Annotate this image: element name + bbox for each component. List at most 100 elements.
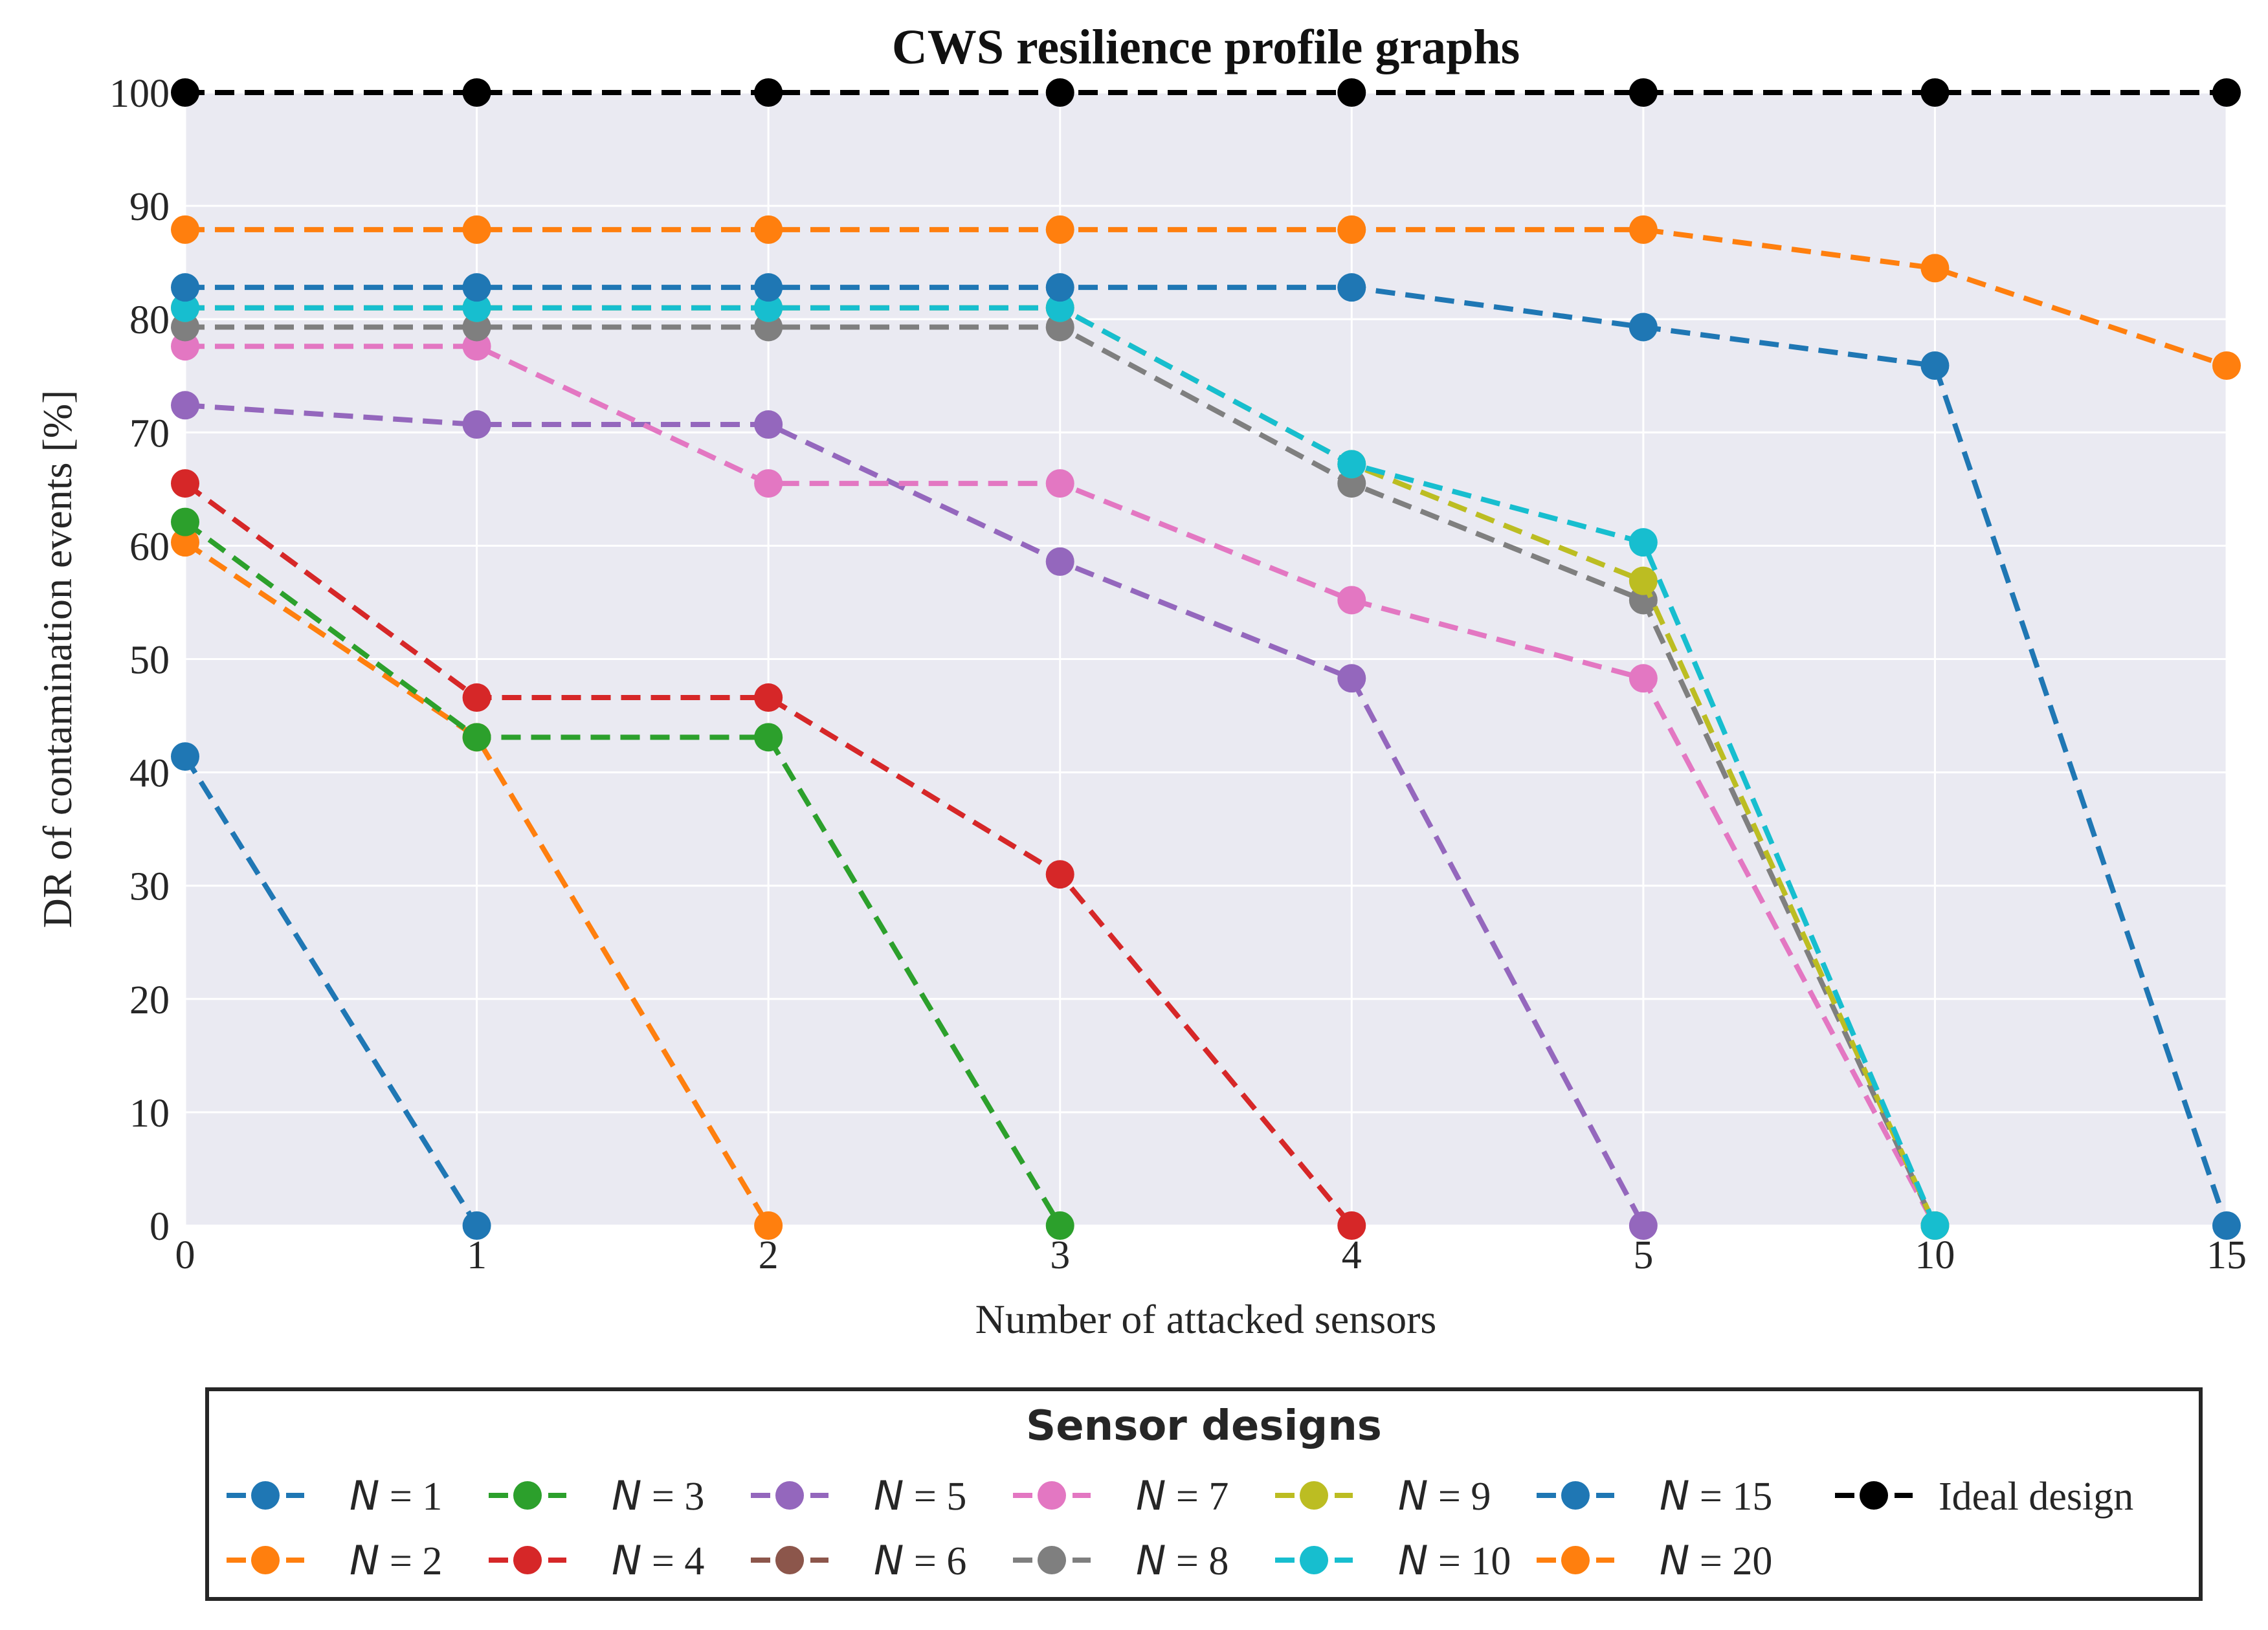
legend-label: Ideal design — [1939, 1475, 2133, 1519]
data-point — [462, 293, 491, 322]
legend-swatch-marker — [1300, 1481, 1328, 1510]
data-point — [1629, 528, 1658, 557]
data-point — [462, 1211, 491, 1240]
legend-item: N = 10 — [1275, 1537, 1511, 1584]
data-point — [1629, 664, 1658, 693]
data-point — [754, 683, 783, 712]
data-point — [171, 742, 199, 771]
legend-label: N = 1 — [350, 1472, 442, 1519]
data-point — [1337, 1211, 1366, 1240]
data-point — [754, 215, 783, 244]
legend-item: N = 6 — [751, 1537, 966, 1584]
data-point — [462, 273, 491, 302]
legend-label-eq: = 7 — [1166, 1475, 1228, 1519]
data-point — [1045, 78, 1074, 107]
legend-label-eq: = 4 — [641, 1539, 704, 1583]
data-point — [462, 410, 491, 439]
data-point — [1337, 215, 1366, 244]
legend-item: N = 20 — [1537, 1537, 1772, 1584]
legend-label: N = 6 — [874, 1537, 966, 1584]
data-point — [1629, 1211, 1658, 1240]
series-ideal-design — [171, 78, 2241, 107]
legend-title: Sensor designs — [1026, 1402, 1382, 1450]
legend-swatch-marker — [775, 1481, 804, 1510]
series-line — [183, 540, 771, 1228]
legend-label: N = 5 — [874, 1472, 966, 1519]
data-point — [1045, 293, 1074, 322]
legend-swatch-marker — [1038, 1481, 1066, 1510]
x-axis-label: Number of attacked sensors — [975, 1296, 1437, 1342]
series-n-15 — [171, 273, 2241, 1240]
data-point — [462, 215, 491, 244]
y-tick-label: 100 — [109, 72, 170, 116]
data-point — [1920, 78, 1950, 107]
series-line — [183, 754, 479, 1228]
data-point — [1629, 313, 1658, 342]
data-point — [171, 78, 199, 107]
series-n-20 — [171, 215, 2241, 380]
legend-label-var: N — [350, 1537, 379, 1584]
legend-label-var: N — [1660, 1537, 1689, 1584]
legend-label-eq: = 8 — [1166, 1539, 1228, 1583]
legend-label-var: N — [1660, 1472, 1689, 1519]
legend-swatch-marker — [1038, 1546, 1066, 1574]
x-tick-label: 2 — [759, 1233, 779, 1277]
legend-swatch-marker — [513, 1546, 542, 1574]
legend-swatch-marker — [1561, 1481, 1590, 1510]
data-point — [1045, 273, 1074, 302]
data-point — [1045, 547, 1074, 576]
x-tick-label: 3 — [1050, 1233, 1070, 1277]
data-point — [1629, 566, 1658, 595]
x-tick-label: 10 — [1915, 1233, 1955, 1277]
series-line — [183, 520, 1063, 1228]
legend-swatch-marker — [251, 1481, 280, 1510]
y-tick-label: 0 — [150, 1205, 170, 1249]
data-point — [1337, 586, 1366, 615]
legend-item: N = 7 — [1013, 1472, 1228, 1519]
x-tick-label: 4 — [1342, 1233, 1362, 1277]
data-point — [1045, 1211, 1074, 1240]
legend-label-var: N — [1398, 1537, 1428, 1584]
legend-swatch-marker — [513, 1481, 542, 1510]
legend-label: N = 3 — [612, 1472, 704, 1519]
data-point — [1629, 78, 1658, 107]
legend-label: N = 20 — [1660, 1537, 1772, 1584]
y-tick-label: 30 — [129, 865, 170, 909]
data-point — [1920, 351, 1950, 380]
y-tick-label: 50 — [129, 639, 170, 683]
legend-swatch-marker — [775, 1546, 804, 1574]
legend-label-var: N — [1398, 1472, 1428, 1519]
data-point — [1337, 78, 1366, 107]
legend-label: N = 10 — [1398, 1537, 1511, 1584]
legend-label: N = 4 — [612, 1537, 704, 1584]
legend-label-var: N — [874, 1472, 904, 1519]
series-n-4 — [171, 469, 1366, 1240]
legend-label-var: N — [612, 1537, 641, 1584]
x-tick-label: 1 — [467, 1233, 487, 1277]
legend-label-eq: = 1 — [379, 1475, 442, 1519]
legend-item: N = 1 — [227, 1472, 442, 1519]
series-line — [185, 226, 2228, 368]
data-point — [2212, 351, 2241, 380]
series-n-10 — [171, 293, 1950, 1240]
series-n-1 — [171, 742, 491, 1240]
data-point — [462, 78, 491, 107]
legend-item: N = 5 — [751, 1472, 966, 1519]
data-point — [1337, 273, 1366, 302]
x-tick-label: 0 — [175, 1233, 195, 1277]
data-point — [171, 215, 199, 244]
data-point — [1045, 215, 1074, 244]
legend-item: N = 15 — [1537, 1472, 1772, 1519]
legend-item: N = 8 — [1013, 1537, 1228, 1584]
legend-item: N = 3 — [489, 1472, 704, 1519]
legend-label: N = 2 — [350, 1537, 442, 1584]
data-point — [171, 528, 199, 557]
y-tick-label: 90 — [129, 185, 170, 229]
legend-label: N = 9 — [1398, 1472, 1491, 1519]
series-n-3 — [171, 507, 1074, 1240]
data-point — [2212, 1211, 2241, 1240]
legend-label-var: N — [1136, 1537, 1166, 1584]
legend-label-var: N — [350, 1472, 379, 1519]
